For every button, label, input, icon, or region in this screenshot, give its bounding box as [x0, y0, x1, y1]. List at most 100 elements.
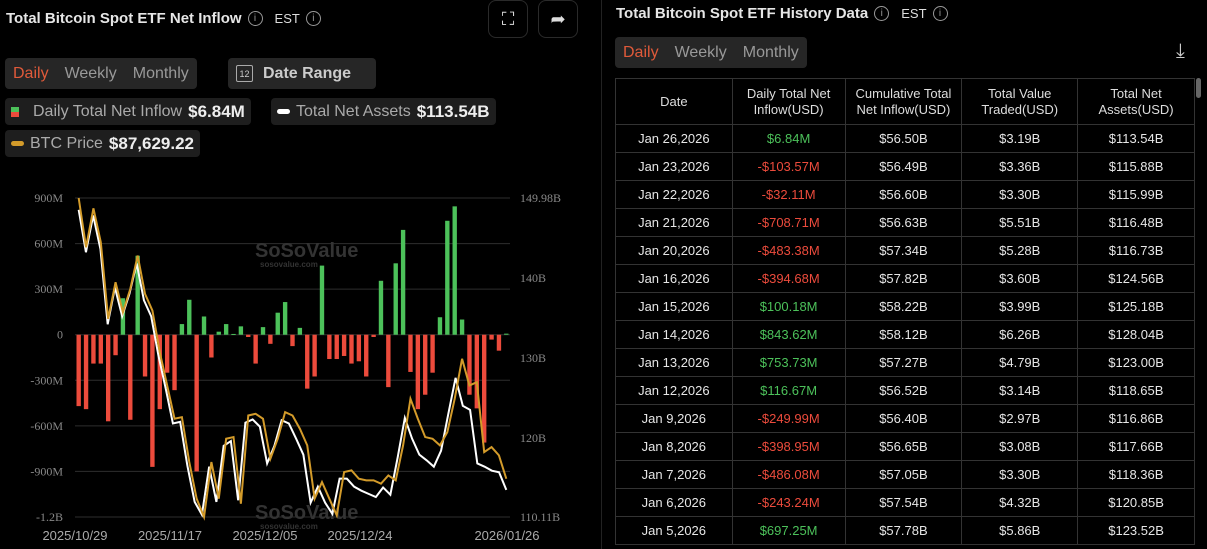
value-traded-cell: $4.79B	[961, 348, 1079, 377]
history-period-tabs: Daily Weekly Monthly	[615, 37, 807, 68]
right-tick-label: 140B	[520, 271, 546, 285]
date-cell: Jan 14,2026	[615, 320, 733, 349]
table-row: Jan 7,2026 -$486.08M $57.05B $3.30B $118.36B	[615, 460, 1195, 489]
inflow-bar[interactable]	[341, 334, 347, 356]
inflow-bar[interactable]	[437, 317, 443, 335]
table-scrollbar[interactable]	[1196, 78, 1201, 98]
inflow-bar[interactable]	[282, 302, 288, 335]
share-icon: ➦	[550, 8, 566, 29]
legend-btc[interactable]: BTC Price $87,629.22	[5, 130, 200, 157]
inflow-bar[interactable]	[201, 316, 207, 335]
inflow-bar[interactable]	[305, 334, 310, 389]
inflow-bar[interactable]	[349, 334, 354, 364]
inflow-bar[interactable]	[128, 334, 133, 420]
daily-inflow-cell: $697.25M	[731, 516, 846, 545]
inflow-bar[interactable]	[275, 312, 280, 335]
inflow-bar[interactable]	[172, 334, 177, 391]
inflow-bar[interactable]	[246, 334, 251, 337]
inflow-bar[interactable]	[135, 255, 140, 335]
inflow-bar[interactable]	[194, 334, 199, 472]
column-header: Date	[615, 78, 733, 125]
inflow-bar[interactable]	[364, 334, 369, 377]
value-traded-cell: $3.60B	[961, 264, 1079, 293]
inflow-bar[interactable]	[150, 334, 155, 467]
value-traded-cell: $2.97B	[961, 404, 1079, 433]
inflow-bar[interactable]	[113, 334, 118, 356]
inflow-legend-icon	[11, 106, 19, 117]
inflow-bar[interactable]	[459, 319, 465, 335]
inflow-bar[interactable]	[319, 265, 325, 335]
btc-price-line	[77, 197, 508, 521]
inflow-bar[interactable]	[157, 334, 162, 410]
tab-monthly[interactable]: Monthly	[742, 43, 799, 61]
inflow-bar[interactable]	[209, 334, 214, 358]
share-button[interactable]: ➦	[538, 0, 578, 38]
inflow-bar[interactable]	[142, 334, 148, 377]
inflow-bar[interactable]	[83, 334, 89, 410]
inflow-bar[interactable]	[452, 206, 457, 335]
svg-text:SoSoValue: SoSoValue	[255, 240, 358, 262]
table-row: Jan 12,2026 $116.67M $56.52B $3.14B $118.65B	[615, 376, 1195, 405]
inflow-bar[interactable]	[327, 334, 332, 360]
inflow-bar[interactable]	[231, 333, 236, 335]
inflow-bar[interactable]	[356, 334, 362, 362]
inflow-bar[interactable]	[76, 334, 81, 407]
inflow-bar[interactable]	[91, 334, 96, 364]
inflow-bar[interactable]	[371, 334, 376, 337]
inflow-bar[interactable]	[290, 334, 295, 347]
inflow-bar[interactable]	[216, 331, 221, 335]
info-icon[interactable]: i	[305, 11, 321, 26]
inflow-bar[interactable]	[482, 334, 487, 443]
inflow-bar[interactable]	[386, 334, 391, 388]
inflow-bar[interactable]	[253, 334, 258, 364]
inflow-bar[interactable]	[393, 263, 398, 335]
inflow-bar[interactable]	[423, 334, 428, 395]
inflow-bar[interactable]	[430, 334, 435, 373]
tab-weekly[interactable]: Weekly	[64, 64, 117, 82]
inflow-bar[interactable]	[334, 334, 339, 360]
tab-daily[interactable]: Daily	[13, 64, 49, 82]
cumulative-inflow-cell: $58.22B	[844, 292, 963, 321]
inflow-bar[interactable]	[238, 326, 244, 335]
fullscreen-button[interactable]: ⛶	[488, 0, 528, 38]
inflow-bar[interactable]	[400, 229, 406, 335]
cumulative-inflow-cell: $56.65B	[844, 432, 963, 461]
tab-weekly[interactable]: Weekly	[674, 43, 727, 61]
inflow-bar[interactable]	[268, 334, 273, 344]
legend-inflow[interactable]: Daily Total Net Inflow $6.84M	[5, 98, 251, 125]
inflow-bar[interactable]	[445, 220, 450, 335]
inflow-bar[interactable]	[312, 334, 317, 377]
timezone-label: EST	[901, 6, 927, 21]
net-assets-cell: $116.86B	[1077, 404, 1195, 433]
inflow-bar[interactable]	[260, 327, 266, 335]
cumulative-inflow-cell: $56.40B	[844, 404, 963, 433]
tab-monthly[interactable]: Monthly	[132, 64, 189, 82]
table-row: Jan 22,2026 -$32.11M $56.60B $3.30B $115.99B	[615, 180, 1195, 209]
inflow-bar[interactable]	[489, 334, 494, 340]
inflow-bar[interactable]	[408, 334, 413, 372]
inflow-bar[interactable]	[378, 280, 384, 335]
download-button[interactable]: ⤓	[1176, 40, 1185, 63]
info-icon[interactable]: i	[874, 6, 890, 21]
info-icon[interactable]: i	[247, 11, 263, 26]
table-row: Jan 8,2026 -$398.95M $56.65B $3.08B $117.66B	[615, 432, 1195, 461]
inflow-bar[interactable]	[187, 299, 192, 335]
inflow-bar[interactable]	[179, 324, 185, 335]
date-range-button[interactable]: 12 Date Range	[228, 58, 376, 89]
inflow-bar[interactable]	[105, 334, 111, 422]
inflow-bar[interactable]	[164, 334, 170, 373]
inflow-bar[interactable]	[504, 333, 509, 335]
legend-assets[interactable]: Total Net Assets $113.54B	[271, 98, 496, 125]
inflow-bar[interactable]	[474, 334, 480, 409]
left-tick-label: 600M	[34, 237, 63, 251]
table-row: Jan 15,2026 $100.18M $58.22B $3.99B $125.18B	[615, 292, 1195, 321]
inflow-bar[interactable]	[415, 334, 421, 410]
inflow-bar[interactable]	[297, 327, 303, 335]
info-icon[interactable]: i	[932, 6, 948, 21]
inflow-bar[interactable]	[496, 334, 502, 351]
inflow-chart[interactable]: SoSoValue sosovalue.com SoSoValue sosova…	[0, 180, 600, 549]
inflow-bar[interactable]	[98, 334, 103, 364]
tab-daily[interactable]: Daily	[623, 43, 659, 61]
inflow-bar[interactable]	[467, 334, 472, 395]
inflow-bar[interactable]	[223, 324, 229, 335]
